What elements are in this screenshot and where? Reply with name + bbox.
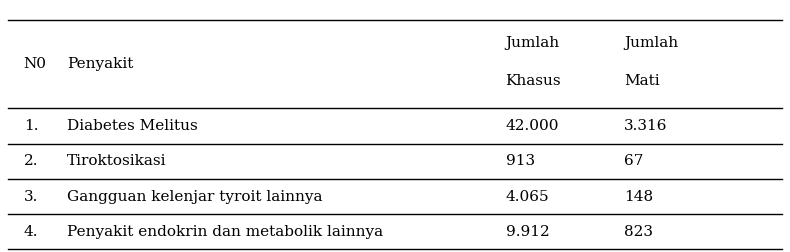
Text: 9.912: 9.912 [506, 225, 549, 239]
Text: 1.: 1. [24, 119, 38, 133]
Text: Tiroktosikasi: Tiroktosikasi [67, 154, 167, 168]
Text: 2.: 2. [24, 154, 38, 168]
Text: 148: 148 [624, 190, 653, 204]
Text: Mati: Mati [624, 74, 660, 88]
Text: 823: 823 [624, 225, 653, 239]
Text: Penyakit endokrin dan metabolik lainnya: Penyakit endokrin dan metabolik lainnya [67, 225, 383, 239]
Text: 4.065: 4.065 [506, 190, 549, 204]
Text: Diabetes Melitus: Diabetes Melitus [67, 119, 198, 133]
Text: 913: 913 [506, 154, 535, 168]
Text: N0: N0 [24, 57, 47, 71]
Text: 3.: 3. [24, 190, 38, 204]
Text: 67: 67 [624, 154, 644, 168]
Text: Gangguan kelenjar tyroit lainnya: Gangguan kelenjar tyroit lainnya [67, 190, 322, 204]
Text: Penyakit: Penyakit [67, 57, 134, 71]
Text: Jumlah: Jumlah [506, 36, 560, 50]
Text: Khasus: Khasus [506, 74, 561, 88]
Text: 4.: 4. [24, 225, 38, 239]
Text: 3.316: 3.316 [624, 119, 668, 133]
Text: Jumlah: Jumlah [624, 36, 679, 50]
Text: 42.000: 42.000 [506, 119, 559, 133]
